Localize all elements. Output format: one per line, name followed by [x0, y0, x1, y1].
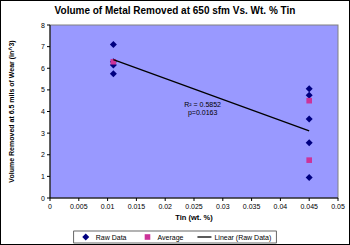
point	[110, 70, 117, 77]
legend-label: Raw Data	[96, 234, 127, 241]
y-tick-label: 5	[41, 86, 45, 93]
legend-label: Linear (Raw Data)	[214, 234, 271, 242]
x-tick-label: 0.02	[158, 203, 172, 210]
point	[306, 139, 313, 146]
legend-swatch	[197, 236, 211, 237]
y-axis-title: Volume Removed at 6.5 mils of Wear (in^3…	[8, 40, 16, 182]
trend-line	[113, 60, 309, 131]
x-tick	[222, 198, 223, 201]
y-tick	[47, 89, 50, 90]
x-tick-label: 0	[48, 203, 52, 210]
y-tick	[47, 154, 50, 155]
y-tick	[47, 176, 50, 177]
y-tick-label: 8	[41, 22, 45, 29]
plot-area	[50, 25, 338, 198]
point	[306, 98, 312, 104]
x-tick	[194, 198, 195, 201]
y-tick	[47, 68, 50, 69]
x-tick-label: 0.03	[216, 203, 230, 210]
y-tick	[47, 46, 50, 47]
x-axis-title: Tin (wt. %)	[175, 213, 213, 222]
x-tick	[309, 198, 310, 201]
point	[306, 85, 313, 92]
legend-item: Average	[145, 234, 184, 242]
x-tick-label: 0.045	[300, 203, 318, 210]
y-tick-label: 6	[41, 65, 45, 72]
y-tick-label: 3	[41, 130, 45, 137]
title: Volume of Metal Removed at 650 sfm Vs. W…	[55, 5, 296, 16]
x-tick-label: 0.005	[70, 203, 88, 210]
x-tick-label: 0.04	[274, 203, 288, 210]
marks	[110, 41, 313, 181]
legend-item: Raw Data	[82, 234, 126, 241]
x-tick-label: 0.015	[128, 203, 146, 210]
legend: Raw Data Average Linear (Raw Data)	[74, 231, 277, 243]
point	[306, 157, 312, 163]
legend-label: Average	[157, 234, 183, 242]
point	[306, 116, 313, 123]
y-tick-label: 2	[41, 151, 45, 158]
x-tick	[338, 198, 339, 201]
x-tick	[50, 198, 51, 201]
y-tick-label: 1	[41, 173, 45, 180]
point	[110, 41, 117, 48]
point	[306, 174, 313, 181]
y-tick-label: 7	[41, 43, 45, 50]
y-tick	[47, 25, 50, 26]
x-tick	[251, 198, 252, 201]
x-tick	[78, 198, 79, 201]
legend-box	[74, 231, 277, 243]
y-tick-label: 0	[41, 195, 45, 202]
chart: Volume of Metal Removed at 650 sfm Vs. W…	[0, 0, 350, 245]
y-tick-label: 4	[41, 108, 45, 115]
x-tick	[280, 198, 281, 201]
x-tick-label: 0.05	[331, 203, 345, 210]
legend-swatch	[82, 234, 89, 241]
legend-item: Linear (Raw Data)	[197, 234, 271, 242]
y-tick	[47, 111, 50, 112]
x-tick	[107, 198, 108, 201]
x-tick-label: 0.025	[185, 203, 203, 210]
point	[110, 58, 117, 65]
legend-swatch	[145, 234, 151, 240]
annotation: R² = 0.5852	[184, 101, 221, 108]
x-tick-label: 0.01	[101, 203, 115, 210]
x-tick	[165, 198, 166, 201]
point	[306, 92, 313, 99]
x-tick	[136, 198, 137, 201]
x-tick-label: 0.035	[243, 203, 261, 210]
chart-area	[1, 1, 350, 245]
annotation: p=0.0163	[188, 109, 217, 117]
y-tick	[47, 133, 50, 134]
